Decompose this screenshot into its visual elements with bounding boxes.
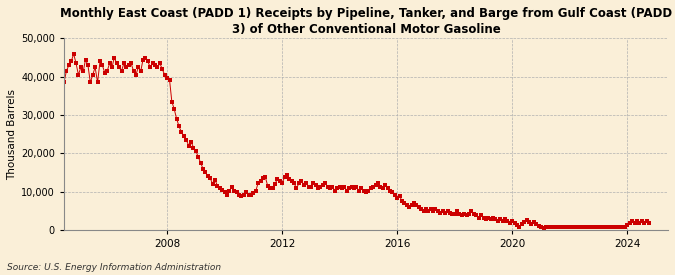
Title: Monthly East Coast (PADD 1) Receipts by Pipeline, Tanker, and Barge from Gulf Co: Monthly East Coast (PADD 1) Receipts by … [60,7,672,36]
Y-axis label: Thousand Barrels: Thousand Barrels [7,89,17,180]
Text: Source: U.S. Energy Information Administration: Source: U.S. Energy Information Administ… [7,263,221,272]
